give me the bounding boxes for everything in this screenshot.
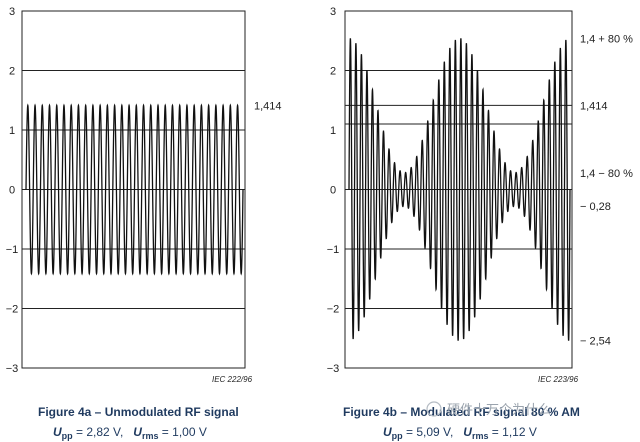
y-tick-label-4b-4: −1 — [327, 244, 340, 256]
y-tick-label-4a-4: −1 — [6, 244, 19, 256]
subtitle-4b: Upp = 5,09 V, Urms = 1,12 V — [383, 425, 537, 441]
right-labels-4a: 1,414 — [254, 100, 282, 112]
watermark: 硬件十万个为什么 — [426, 401, 551, 418]
y-axis-ticks-4b: 3 2 1 0 −1 −2 −3 — [327, 6, 340, 375]
credit-4b: IEC 223/96 — [538, 375, 579, 384]
waveform-4b — [348, 38, 571, 341]
watermark-text: 硬件十万个为什么 — [447, 403, 551, 418]
right-label-4b-0: 1,4 + 80 % — [580, 33, 633, 45]
right-label-4b-4: − 2,54 — [580, 336, 611, 348]
upp-sub-4b: pp — [392, 431, 403, 441]
y-tick-label-4a-1: 2 — [9, 66, 15, 78]
waveform-4a — [25, 103, 244, 276]
title-4b: Figure 4b – Modulated RF signal 80 % AM — [343, 405, 580, 419]
y-tick-label-4b-2: 1 — [330, 125, 336, 137]
urms-sub-4b: rms — [472, 431, 489, 441]
chart-4b: 3 2 1 0 −1 −2 −3 1,4 + 80 % 1,414 1,4 − 80 % − 0,… — [327, 6, 633, 441]
urms-value-4a: = 1,00 V — [158, 425, 206, 439]
signal-line-4a — [25, 103, 244, 276]
upp-value-4a: = 2,82 V, — [73, 425, 124, 439]
y-tick-label-4a-0: 3 — [9, 6, 15, 18]
y-tick-label-4a-3: 0 — [9, 185, 15, 197]
urms-symbol-4b: U — [463, 425, 472, 439]
urms-value-4b: = 1,12 V — [488, 425, 536, 439]
subtitle-4a: Upp = 2,82 V, Urms = 1,00 V — [53, 425, 207, 441]
y-tick-label-4a-6: −3 — [6, 363, 19, 375]
signal-line-4b — [348, 38, 571, 341]
upp-symbol-4b: U — [383, 425, 392, 439]
y-axis-ticks-4a: 3 2 1 0 −1 −2 −3 — [6, 6, 19, 375]
right-label-4b-2: 1,4 − 80 % — [580, 168, 633, 180]
right-label-4b-3: − 0,28 — [580, 201, 611, 213]
title-4a: Figure 4a – Unmodulated RF signal — [38, 405, 239, 419]
credit-4a: IEC 222/96 — [212, 375, 253, 384]
y-tick-label-4b-1: 2 — [330, 66, 336, 78]
upp-value-4b: = 5,09 V, — [403, 425, 454, 439]
urms-sub-4a: rms — [142, 431, 159, 441]
y-tick-label-4b-6: −3 — [327, 363, 340, 375]
y-tick-label-4a-2: 1 — [9, 125, 15, 137]
right-labels-4b: 1,4 + 80 % 1,414 1,4 − 80 % − 0,28 − 2,54 — [580, 33, 633, 347]
y-tick-label-4b-5: −2 — [327, 304, 340, 316]
urms-symbol-4a: U — [133, 425, 142, 439]
right-label-4b-1: 1,414 — [580, 100, 608, 112]
right-label-4a-0: 1,414 — [254, 100, 282, 112]
upp-symbol-4a: U — [53, 425, 62, 439]
y-tick-label-4b-3: 0 — [330, 185, 336, 197]
upp-sub-4a: pp — [62, 431, 73, 441]
watermark-logo-icon — [426, 401, 442, 417]
chart-4a: 3 2 1 0 −1 −2 −3 1,414 IEC 222/96 Figure 4a – … — [6, 6, 282, 441]
y-tick-label-4a-5: −2 — [6, 304, 19, 316]
y-tick-label-4b-0: 3 — [330, 6, 336, 18]
